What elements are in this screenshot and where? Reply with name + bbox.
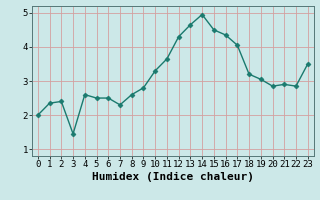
X-axis label: Humidex (Indice chaleur): Humidex (Indice chaleur)	[92, 172, 254, 182]
